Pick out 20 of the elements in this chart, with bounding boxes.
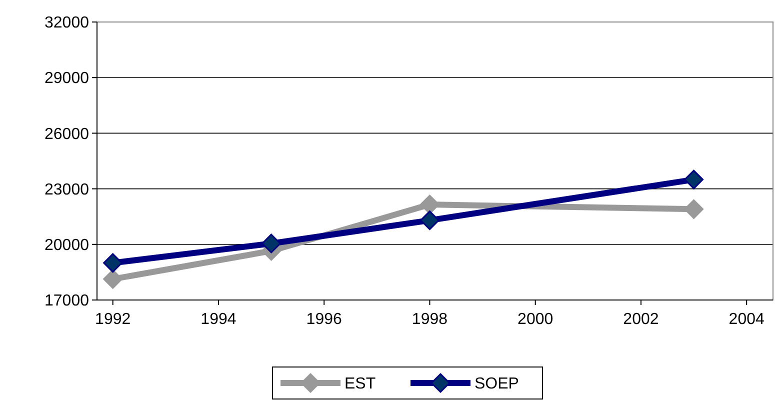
point — [103, 269, 123, 289]
point — [103, 253, 123, 273]
y-tick-label: 29000 — [44, 70, 90, 88]
y-tick-label: 20000 — [44, 237, 90, 254]
x-tick-label: 2004 — [728, 311, 764, 328]
legend-label: EST — [344, 376, 376, 393]
y-tick-label: 23000 — [44, 181, 90, 198]
x-tick-label: 1996 — [306, 311, 342, 328]
y-tick-label: 17000 — [44, 292, 90, 310]
point — [262, 234, 282, 254]
x-tick-label: 1992 — [95, 311, 131, 328]
x-tick-label: 1998 — [412, 311, 448, 328]
legend-label: SOEP — [474, 376, 519, 393]
x-tick-label: 2002 — [623, 311, 659, 328]
point — [684, 170, 704, 190]
x-tick-label: 2000 — [518, 311, 554, 328]
y-tick-label: 32000 — [44, 14, 90, 32]
point — [420, 210, 440, 230]
x-tick-label: 1994 — [200, 311, 236, 328]
y-tick-label: 26000 — [44, 126, 90, 143]
